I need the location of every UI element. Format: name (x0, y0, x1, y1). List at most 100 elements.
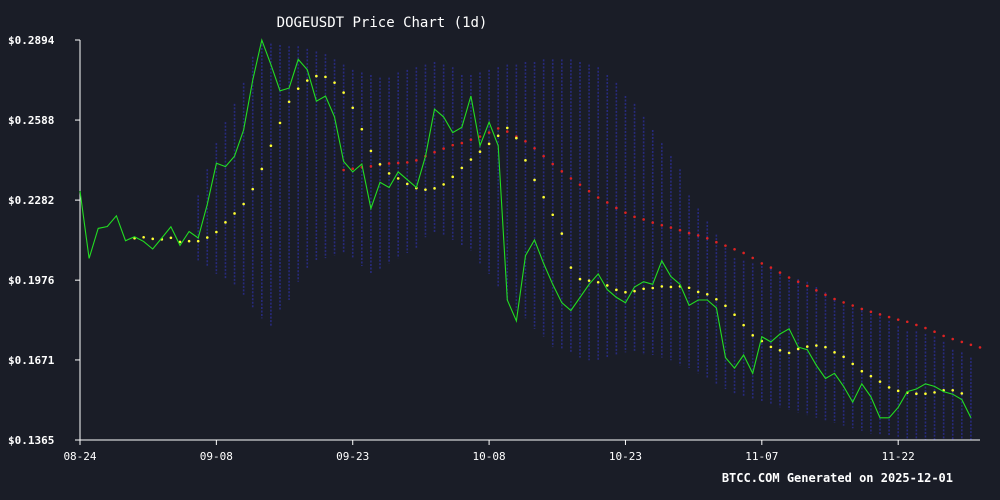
x-ticks: 08-24 09-08 09-23 10-08 10-23 11-07 11-22 (63, 440, 915, 463)
long-ma-point (978, 346, 982, 349)
long-ma-point (942, 334, 945, 338)
long-ma-point (715, 240, 718, 244)
short-ma-point (887, 386, 891, 389)
long-ma-point (696, 234, 700, 237)
long-ma-point (905, 320, 909, 324)
short-ma-series (133, 74, 964, 395)
long-ma-point (678, 228, 682, 232)
long-ma-point (842, 301, 845, 304)
short-ma-point (187, 239, 191, 243)
long-ma-point (733, 247, 736, 251)
short-ma-point (669, 285, 673, 289)
short-ma-point (378, 162, 382, 166)
short-ma-point (551, 213, 555, 217)
short-ma-point (951, 388, 955, 392)
short-ma-point (624, 290, 627, 294)
x-tick-label: 09-08 (200, 450, 233, 463)
long-ma-point (369, 165, 373, 168)
short-ma-point (842, 355, 845, 359)
y-tick-label: $0.1365 (8, 434, 54, 447)
short-ma-point (642, 287, 645, 291)
long-ma-point (342, 168, 345, 172)
short-ma-point (505, 126, 509, 130)
short-ma-point (796, 347, 800, 351)
x-tick-label: 10-23 (609, 450, 642, 463)
short-ma-point (687, 286, 691, 290)
long-ma-point (896, 318, 900, 321)
short-ma-point (578, 277, 582, 281)
long-ma-point (933, 330, 936, 333)
short-ma-point (933, 391, 936, 394)
short-ma-point (324, 75, 327, 79)
short-ma-point (769, 345, 773, 349)
short-ma-point (287, 100, 291, 104)
long-ma-point (560, 170, 564, 173)
long-ma-point (860, 307, 864, 311)
axes (79, 40, 980, 441)
short-ma-point (151, 237, 155, 241)
long-ma-point (796, 280, 800, 284)
short-ma-point (869, 374, 873, 378)
long-ma-point (587, 189, 591, 193)
short-ma-point (424, 188, 427, 191)
y-tick-label: $0.1976 (8, 274, 55, 287)
short-ma-point (451, 175, 455, 179)
short-ma-point (478, 150, 482, 154)
footer-text: BTCC.COM Generated on 2025-12-01 (722, 471, 953, 485)
short-ma-point (787, 351, 791, 355)
long-ma-point (478, 135, 482, 138)
y-tick-label: $0.2894 (8, 34, 55, 47)
short-ma-point (296, 87, 300, 90)
long-ma-point (578, 183, 582, 186)
short-ma-point (278, 121, 282, 125)
short-ma-point (915, 392, 918, 395)
short-ma-point (487, 142, 491, 146)
y-tick-label: $0.2282 (8, 194, 54, 207)
short-ma-point (469, 158, 473, 161)
short-ma-point (833, 351, 836, 354)
long-ma-point (778, 271, 782, 274)
long-ma-point (869, 310, 873, 314)
short-ma-point (369, 149, 373, 153)
short-ma-point (251, 187, 255, 191)
short-ma-point (733, 313, 736, 316)
short-ma-point (169, 236, 173, 240)
long-ma-point (624, 211, 627, 214)
short-ma-point (387, 172, 391, 175)
short-ma-point (660, 285, 664, 288)
x-tick-label: 11-07 (745, 450, 778, 463)
long-ma-point (460, 141, 464, 145)
long-ma-point (660, 223, 664, 227)
long-ma-point (915, 323, 918, 327)
short-ma-point (742, 323, 745, 327)
long-ma-point (524, 139, 527, 143)
short-ma-point (724, 304, 727, 308)
short-ma-point (315, 74, 318, 78)
long-ma-point (442, 147, 445, 150)
long-ma-point (705, 236, 709, 240)
long-ma-point (469, 138, 473, 141)
long-ma-point (551, 162, 555, 166)
short-ma-point (205, 236, 209, 239)
long-ma-point (969, 343, 973, 347)
short-ma-point (960, 392, 964, 395)
short-ma-point (924, 392, 927, 395)
short-ma-point (824, 345, 827, 349)
long-ma-point (415, 159, 418, 162)
short-ma-point (342, 91, 345, 94)
short-ma-point (605, 284, 609, 287)
long-ma-point (396, 161, 400, 165)
short-ma-point (587, 279, 591, 282)
long-ma-point (724, 244, 727, 247)
long-ma-point (815, 289, 818, 292)
long-ma-point (542, 154, 545, 158)
x-tick-label: 10-08 (473, 450, 506, 463)
long-ma-point (687, 231, 691, 235)
long-ma-point (924, 326, 927, 330)
short-ma-point (705, 292, 709, 296)
long-ma-point (487, 131, 491, 134)
chart-title: DOGEUSDT Price Chart (1d) (277, 15, 488, 31)
short-ma-point (805, 345, 809, 348)
short-ma-point (778, 348, 782, 352)
